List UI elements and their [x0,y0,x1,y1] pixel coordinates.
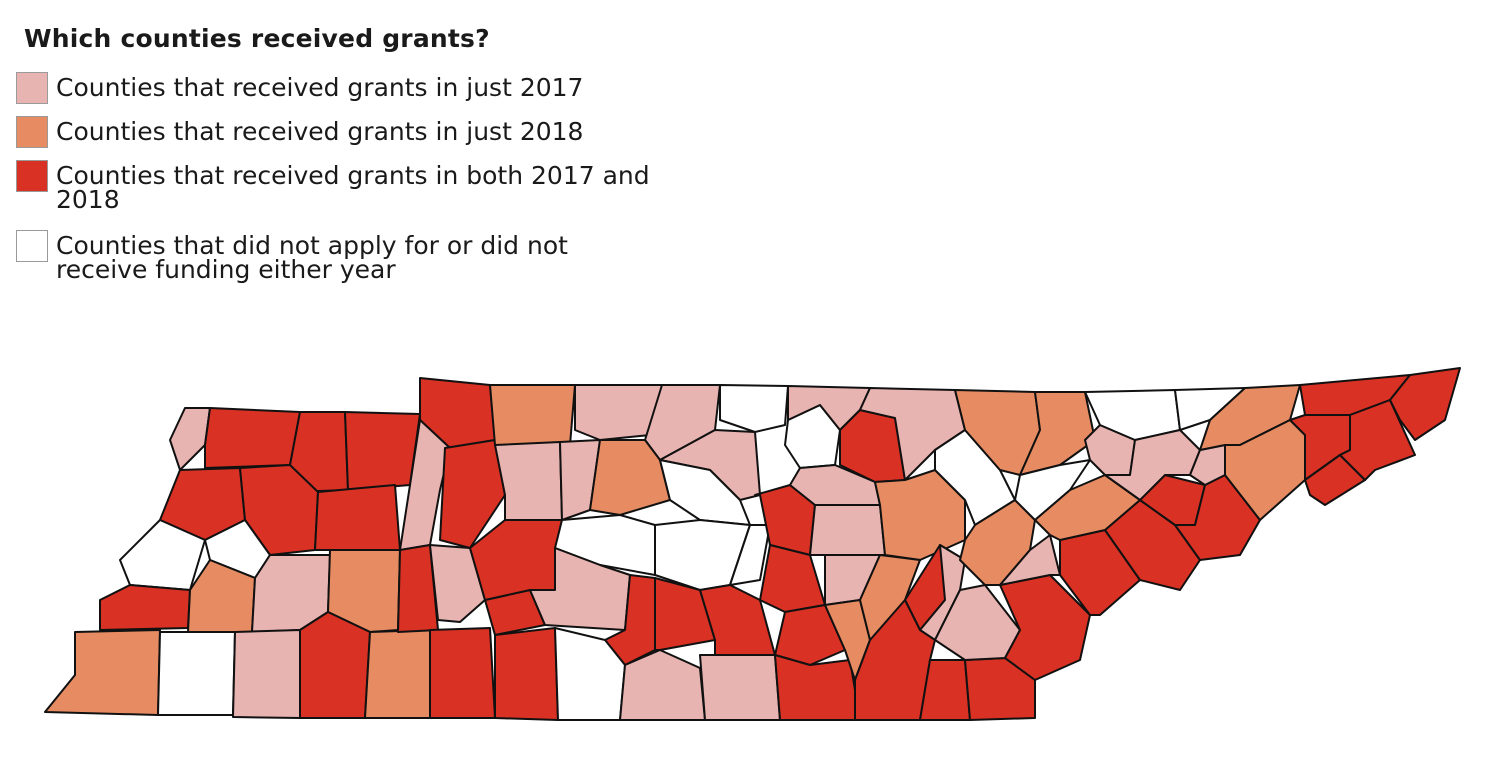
county [1389,367,1461,441]
county [99,584,191,631]
legend-swatch-no-funding [16,230,48,262]
county [999,574,1091,681]
county [44,629,161,716]
county [204,407,301,469]
legend-label-no-funding: Counties that did not apply for or did n… [56,231,568,284]
legend-item-no-funding: Counties that did not apply for or did n… [16,230,656,282]
county [169,407,211,471]
county [529,547,631,631]
county [232,629,301,719]
county [699,654,781,721]
legend-item-just-2017: Counties that received grants in just 20… [16,72,656,104]
county [774,654,861,721]
legend-label-just-2017: Counties that received grants in just 20… [56,73,584,102]
county [919,659,971,721]
county [494,441,563,521]
county [999,534,1061,586]
county [574,384,663,441]
legend-item-both-years: Counties that received grants in both 20… [16,160,666,212]
county [429,544,486,623]
county [1104,429,1201,501]
county [809,504,886,556]
county [314,484,401,551]
county [469,519,563,601]
county [654,577,716,651]
county [489,384,576,446]
county [429,627,496,719]
county [729,524,771,586]
county [364,629,431,719]
legend-swatch-just-2018 [16,116,48,148]
county [439,439,506,549]
tennessee-county-map [44,367,1461,721]
county [774,604,846,666]
legend-label-just-2018: Counties that received grants in just 20… [56,117,584,146]
legend-label-both-years: Counties that received grants in both 20… [56,161,650,214]
county [157,631,236,716]
county [719,384,789,433]
county [1034,474,1141,541]
county [299,611,371,719]
legend-swatch-just-2017 [16,72,48,104]
county [1304,454,1366,506]
county [344,411,421,491]
county [494,627,559,721]
legend-swatch-both-years [16,160,48,192]
legend-item-just-2018: Counties that received grants in just 20… [16,116,656,148]
map-title: Which counties received grants? [24,24,490,53]
